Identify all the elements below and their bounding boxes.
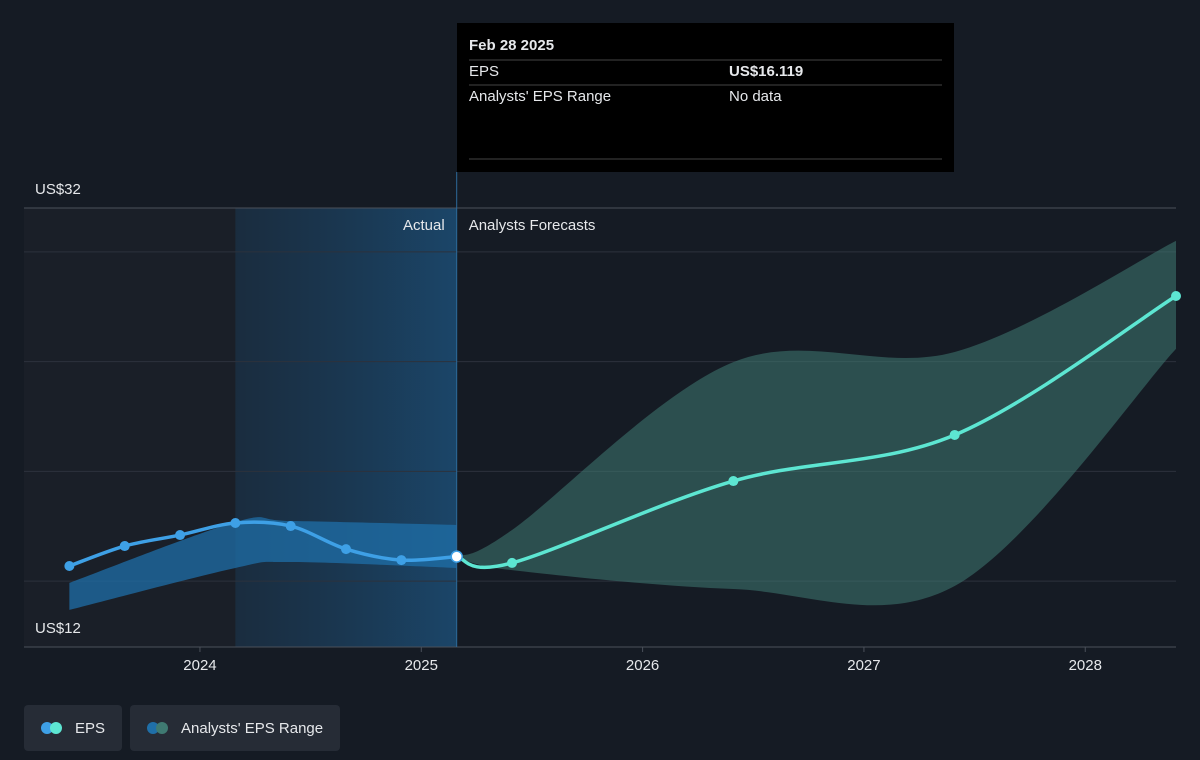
- eps-point: [1171, 291, 1181, 302]
- eps-point: [507, 557, 518, 568]
- eps-point: [396, 555, 407, 566]
- eps-point: [119, 541, 130, 552]
- legend: EPS Analysts' EPS Range: [24, 705, 341, 751]
- actual-label: Actual: [403, 217, 445, 234]
- y-tick-label: US$12: [35, 620, 81, 637]
- legend-item[interactable]: EPS: [24, 705, 123, 751]
- legend-swatch: [41, 722, 63, 734]
- tooltip: Feb 28 2025 EPS US$16.119 Analysts' EPS Ran…: [457, 23, 954, 172]
- forecast-label: Analysts Forecasts: [469, 217, 596, 234]
- legend-label: Analysts' EPS Range: [181, 719, 324, 737]
- legend-swatch: [147, 722, 169, 734]
- tooltip-value: No data: [729, 88, 782, 105]
- x-tick-label: 2025: [405, 657, 438, 674]
- tooltip-box: [457, 23, 954, 172]
- actual-region: [235, 208, 457, 647]
- y-tick-label: US$32: [35, 181, 81, 198]
- x-tick-label: 2026: [626, 657, 659, 674]
- legend-dot: [156, 722, 169, 734]
- range-band: [69, 517, 457, 610]
- range-band: [456, 240, 1176, 606]
- eps-point: [450, 550, 463, 563]
- eps-point: [949, 429, 960, 440]
- chart: US$12 US$32 2024 2025 2026 2027 2028 Actual Anal…: [24, 23, 1181, 674]
- legend-dot: [50, 722, 62, 734]
- tooltip-label: EPS: [469, 63, 499, 80]
- x-tick-label: 2027: [847, 657, 880, 674]
- eps-point: [64, 561, 75, 572]
- x-tick-label: 2024: [183, 657, 216, 674]
- legend-label: EPS: [75, 719, 106, 737]
- eps-point: [285, 521, 296, 532]
- tooltip-value: US$16.119: [729, 63, 803, 80]
- eps-point: [728, 476, 739, 487]
- eps-point: [175, 530, 186, 541]
- eps-point: [230, 517, 241, 528]
- eps-point: [341, 544, 352, 555]
- tooltip-date: Feb 28 2025: [469, 37, 554, 54]
- x-tick-label: 2028: [1069, 657, 1102, 674]
- tooltip-label: Analysts' EPS Range: [469, 88, 611, 105]
- legend-item[interactable]: Analysts' EPS Range: [130, 705, 341, 751]
